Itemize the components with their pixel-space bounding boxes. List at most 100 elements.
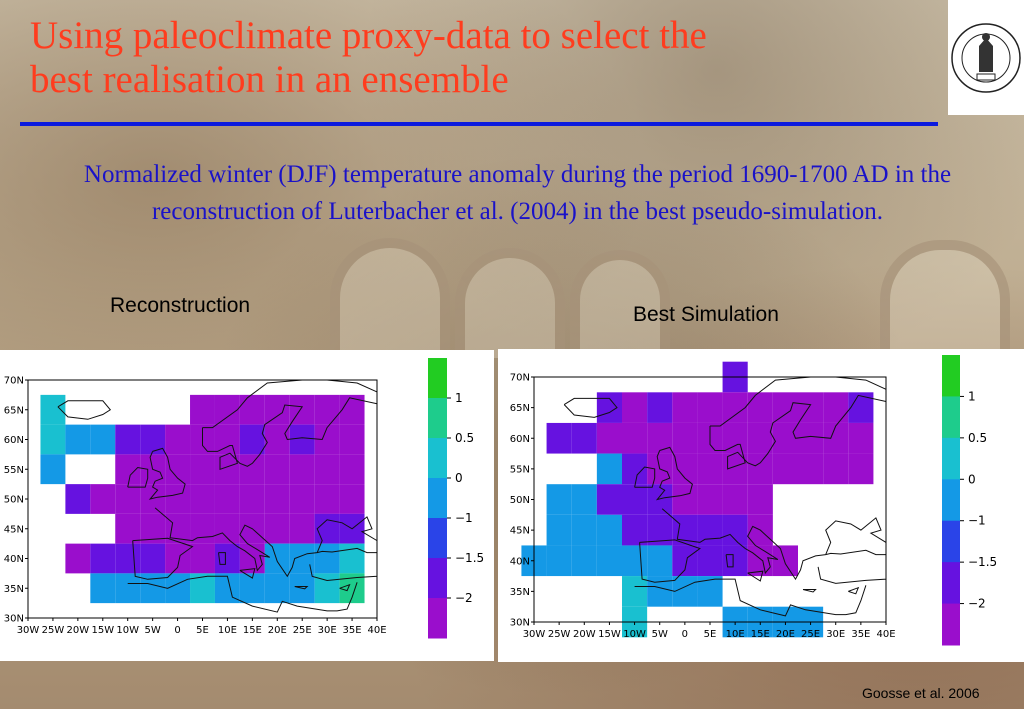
- reconstruction-label: Reconstruction: [110, 294, 251, 317]
- heatmap-cell: [190, 454, 215, 485]
- x-tick-label: 5E: [196, 625, 209, 636]
- heatmap-cell: [264, 424, 290, 455]
- heatmap-cell: [40, 424, 66, 455]
- colorbar-label: −1.5: [455, 551, 484, 565]
- x-tick-label: 30W: [17, 625, 40, 636]
- heatmap-cell: [339, 454, 365, 485]
- coastline: [725, 554, 734, 568]
- x-tick-label: 35E: [851, 629, 870, 640]
- heatmap-cell: [289, 424, 315, 455]
- heatmap-cell: [40, 454, 66, 485]
- heatmap-cell: [140, 484, 166, 514]
- y-tick-label: 35N: [510, 587, 530, 598]
- y-tick-label: 50N: [4, 495, 24, 506]
- x-tick-label: 30E: [826, 629, 845, 640]
- heatmap-cell: [672, 453, 698, 485]
- heatmap-cell: [622, 422, 648, 454]
- coastline: [825, 517, 887, 555]
- colorbar-swatch: [942, 603, 960, 646]
- coastline: [563, 397, 618, 418]
- coastline: [639, 539, 701, 583]
- x-tick-label: 15E: [751, 629, 770, 640]
- colorbar-label: 0: [968, 472, 976, 486]
- x-tick-label: 40E: [367, 625, 386, 636]
- heatmap-cell: [823, 453, 849, 485]
- heatmap-cell: [214, 484, 240, 514]
- heatmap-cell: [697, 514, 723, 546]
- y-tick-label: 45N: [4, 524, 24, 535]
- heatmap-cell: [115, 573, 141, 604]
- y-tick-label: 35N: [4, 584, 24, 595]
- coastline: [127, 575, 358, 613]
- heatmap-cell: [747, 453, 773, 485]
- y-tick-label: 70N: [510, 373, 530, 384]
- x-tick-label: 0: [174, 625, 180, 636]
- heatmap-cell: [772, 422, 798, 454]
- heatmap-cell: [314, 454, 340, 485]
- colorbar-swatch: [428, 518, 447, 559]
- heatmap-cell: [314, 513, 340, 544]
- x-tick-label: 10W: [116, 625, 139, 636]
- heatmap-cell: [722, 422, 748, 454]
- heatmap-cell: [596, 484, 622, 515]
- heatmap-cell: [571, 484, 597, 515]
- heatmap-cell: [264, 513, 290, 544]
- y-tick-label: 40N: [4, 554, 24, 565]
- heatmap-cell: [722, 484, 748, 515]
- university-seal-icon: [951, 23, 1021, 93]
- heatmap-cell: [339, 543, 365, 574]
- heatmap-cell: [140, 543, 166, 574]
- heatmap-cell: [571, 514, 597, 546]
- heatmap-cell: [289, 484, 315, 514]
- x-tick-label: 0: [682, 629, 688, 640]
- x-tick-label: 25W: [548, 629, 571, 640]
- coastline: [316, 516, 378, 553]
- simulation-panel: 70N 65N 60N 55N 50N 45N 40N 35N 30N 30W 25W 20W 15W 1…: [498, 349, 1024, 662]
- best-simulation-label: Best Simulation: [633, 303, 779, 326]
- title-underline: [20, 122, 938, 126]
- slide-subtitle: Normalized winter (DJF) temperature anom…: [83, 161, 952, 225]
- x-tick-label: 20E: [268, 625, 287, 636]
- coastlines: [57, 379, 378, 613]
- heatmap-cells: [40, 394, 365, 604]
- colorbar-swatch: [942, 479, 960, 522]
- colorbar-swatch: [942, 562, 960, 605]
- heatmap-cell: [697, 392, 723, 423]
- x-tick-label: 15E: [243, 625, 262, 636]
- x-tick-label: 25E: [801, 629, 820, 640]
- heatmap-cell: [697, 453, 723, 485]
- heatmap-cell: [165, 543, 191, 574]
- heatmap-cell: [546, 422, 572, 454]
- heatmap-cell: [264, 543, 290, 574]
- coastline: [661, 508, 887, 584]
- heatmap-cell: [264, 573, 290, 604]
- heatmap-cell: [90, 424, 116, 455]
- colorbar: 1 0.5 0 −1 −1.5 −2: [428, 358, 484, 639]
- x-tick-label: 20W: [67, 625, 90, 636]
- coastline: [655, 446, 693, 501]
- coastline: [747, 570, 764, 582]
- background-arch: [330, 238, 450, 358]
- heatmap-cell: [40, 394, 66, 425]
- colorbar: 1 0.5 0 −1 −1.5 −2: [942, 355, 997, 646]
- x-tick-label: 40E: [876, 629, 895, 640]
- heatmap-cell: [722, 514, 748, 546]
- heatmap-cell: [772, 545, 798, 577]
- slide-title-line2: best realisation in an ensemble: [30, 58, 509, 101]
- heatmap-cell: [622, 514, 648, 546]
- coastline: [339, 583, 351, 592]
- heatmap-cell: [140, 424, 166, 455]
- heatmap-cell: [239, 394, 265, 425]
- coastline: [148, 447, 186, 500]
- y-tick-label: 30N: [510, 618, 530, 629]
- heatmap-cell: [115, 424, 141, 455]
- heatmap-cell: [239, 424, 265, 455]
- colorbar-swatch: [428, 598, 447, 639]
- heatmap-cell: [115, 513, 141, 544]
- heatmap-cell: [65, 484, 91, 514]
- heatmap-cell: [697, 576, 723, 607]
- heatmap-cell: [264, 484, 290, 514]
- coastline: [218, 552, 226, 565]
- heatmap-cell: [596, 453, 622, 485]
